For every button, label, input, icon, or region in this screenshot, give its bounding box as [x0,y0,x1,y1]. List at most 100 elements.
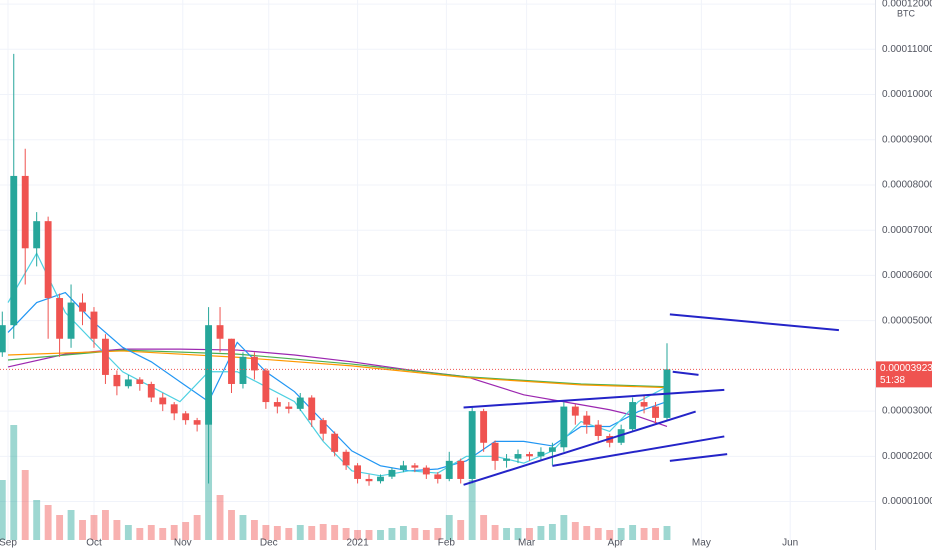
volume-bar [101,510,109,540]
candle-body [411,465,419,468]
volume-bar [182,522,190,540]
candle-body [124,379,132,387]
volume-bar [594,528,602,540]
x-tick-label: Sep [0,538,17,549]
volume-bar [56,515,64,540]
volume-bar [640,528,648,540]
candle-body [113,374,121,387]
volume-bar [79,520,86,540]
candle-body [319,420,327,434]
candle-body [285,406,293,409]
volume-bar [228,510,235,540]
volume-bar [480,515,488,540]
volume-bar [21,470,29,540]
candle-body [159,397,167,405]
volume-bar [491,525,499,540]
volume-bar [296,525,304,540]
volume-bar [365,530,373,540]
volume-bar [285,528,293,540]
candle-body [457,460,465,479]
last-price-box [876,361,932,388]
candle-body [377,476,384,482]
volume-bar [514,528,522,540]
candle-body [434,474,442,479]
volume-bar [388,528,396,540]
y-tick-label: 0.00010000 [882,89,932,100]
candle-body [296,397,304,409]
volume-bar [136,528,144,540]
trend-line [669,453,728,462]
candle-body [182,413,190,421]
volume-bar [159,528,167,540]
volume-bar [273,526,281,540]
candle-body [388,469,396,477]
candle-body [228,338,235,384]
x-tick-label: Feb [438,538,456,549]
volume-bar [377,530,384,540]
candle-body [537,451,545,457]
moving-average [8,350,668,389]
candle-body [147,383,155,398]
candle-body [216,325,224,339]
candle-body [445,460,453,479]
candle-body [399,465,407,470]
grid [0,0,875,540]
moving-average [7,349,668,388]
volume-bar [503,528,510,540]
x-tick-label: Jun [782,538,798,549]
plot-area [0,53,875,540]
candle-body [44,221,52,299]
candle-body [514,454,522,459]
volume-bar [537,526,545,540]
trend-line [552,435,725,467]
candle-body [640,402,648,407]
volume-bar [44,505,52,540]
candle-body [491,442,499,461]
volume-bar [33,500,41,540]
candle-body [594,424,602,436]
volume-bar [652,528,659,540]
candle-body [331,433,339,452]
volume-bar [422,530,430,540]
candle-body [365,478,373,482]
candle-body [136,379,144,384]
candle-body [0,325,6,353]
x-tick-label: Mar [518,538,536,549]
x-tick-label: May [692,538,711,549]
volume-bar [548,524,556,540]
y-tick-label: 0.00006000 [882,270,932,281]
y-tick-label: 0.00012000 [882,0,932,10]
volume-bar [663,526,671,540]
volume-bar [331,525,339,540]
candle-body [652,406,659,418]
volume-bar [170,525,178,540]
volume-bar [434,528,442,540]
volume-bar [445,515,453,540]
volume-bar [617,528,625,540]
candle-body [90,311,98,339]
y-tick-label: 0.00007000 [882,225,932,236]
candle-body [170,404,178,414]
volume-bar [583,526,591,540]
trend-line [463,410,696,486]
candle-body [79,302,86,312]
volume-bar [457,520,465,540]
candle-body [101,338,109,375]
volume-bar [90,515,98,540]
candle-body [33,221,41,249]
volume-bar [250,520,258,540]
candle-body [193,420,201,425]
candle-body [67,302,75,339]
moving-average [7,348,668,428]
candle-body [548,447,556,452]
candle-body [205,325,213,425]
moving-average [7,251,668,477]
volume-bar [571,522,579,540]
volume-bar [629,525,637,540]
trend-line [672,370,699,376]
volume-bar [342,528,350,540]
x-tick-label: 2021 [346,538,369,549]
candle-body [354,465,362,479]
volume-bar [10,425,18,540]
